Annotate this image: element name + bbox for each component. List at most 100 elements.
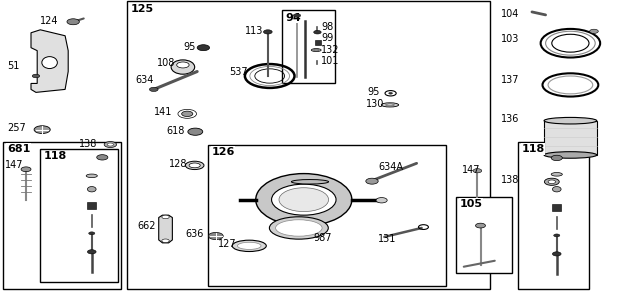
Polygon shape — [31, 30, 68, 92]
Bar — [282, 10, 335, 83]
Ellipse shape — [544, 152, 596, 158]
Text: 104: 104 — [501, 9, 520, 19]
Circle shape — [162, 239, 169, 243]
Circle shape — [293, 14, 301, 17]
Circle shape — [552, 252, 561, 256]
Text: 681: 681 — [7, 144, 30, 154]
Circle shape — [89, 232, 95, 235]
Circle shape — [548, 180, 556, 184]
Text: 147: 147 — [462, 165, 480, 175]
Text: 103: 103 — [501, 34, 520, 44]
Text: 118: 118 — [521, 144, 544, 154]
Bar — [315, 40, 321, 45]
Ellipse shape — [237, 242, 261, 249]
Bar — [3, 142, 121, 289]
Circle shape — [177, 62, 189, 68]
Circle shape — [208, 232, 223, 240]
Circle shape — [67, 19, 79, 25]
Text: 130: 130 — [366, 99, 384, 109]
Circle shape — [476, 223, 485, 228]
Text: 113: 113 — [245, 26, 264, 36]
Circle shape — [107, 143, 113, 146]
Ellipse shape — [381, 103, 399, 107]
Text: 141: 141 — [154, 107, 172, 117]
Circle shape — [551, 155, 562, 161]
Ellipse shape — [275, 220, 322, 236]
Bar — [40, 149, 118, 282]
Ellipse shape — [189, 163, 200, 168]
Ellipse shape — [269, 217, 329, 239]
Circle shape — [279, 188, 329, 212]
Ellipse shape — [311, 49, 321, 52]
Circle shape — [34, 126, 50, 134]
Circle shape — [272, 184, 336, 215]
Text: 125: 125 — [131, 4, 154, 14]
Circle shape — [314, 30, 321, 34]
Text: 126: 126 — [211, 147, 235, 157]
Text: 98: 98 — [321, 22, 334, 32]
Ellipse shape — [255, 173, 352, 226]
Ellipse shape — [171, 60, 195, 74]
Text: 105: 105 — [459, 199, 482, 209]
Ellipse shape — [42, 57, 57, 69]
Text: 94: 94 — [286, 13, 301, 23]
Text: 131: 131 — [378, 234, 397, 244]
Bar — [518, 142, 589, 289]
Circle shape — [544, 178, 559, 185]
Ellipse shape — [386, 104, 394, 106]
Text: 136: 136 — [501, 114, 520, 124]
Circle shape — [366, 178, 378, 184]
Circle shape — [162, 215, 169, 219]
Ellipse shape — [552, 187, 561, 192]
Text: 987: 987 — [313, 233, 332, 243]
Text: 257: 257 — [7, 123, 26, 133]
Ellipse shape — [544, 117, 596, 124]
Text: 634: 634 — [135, 75, 154, 86]
Text: eReplacementParts.com: eReplacementParts.com — [206, 142, 414, 156]
Circle shape — [32, 74, 40, 78]
Circle shape — [590, 29, 598, 33]
Text: 537: 537 — [229, 67, 248, 77]
Bar — [552, 204, 561, 211]
Text: 95: 95 — [368, 87, 380, 97]
Text: 127: 127 — [218, 239, 237, 249]
Circle shape — [87, 250, 96, 254]
Circle shape — [473, 169, 482, 173]
Ellipse shape — [291, 179, 329, 184]
Text: 95: 95 — [183, 42, 195, 52]
Ellipse shape — [87, 187, 96, 192]
Ellipse shape — [185, 161, 204, 170]
Text: 636: 636 — [185, 229, 204, 239]
Circle shape — [376, 198, 387, 203]
Circle shape — [104, 142, 117, 148]
Text: 634A: 634A — [378, 162, 403, 173]
Text: 147: 147 — [5, 160, 24, 170]
Text: 118: 118 — [44, 151, 68, 162]
Ellipse shape — [551, 173, 562, 176]
Text: 108: 108 — [157, 58, 175, 68]
Bar — [208, 145, 446, 286]
Text: 101: 101 — [321, 56, 340, 66]
Text: 618: 618 — [166, 125, 185, 136]
Circle shape — [389, 92, 392, 94]
Ellipse shape — [314, 49, 319, 51]
Ellipse shape — [232, 240, 267, 252]
Circle shape — [149, 87, 158, 91]
Bar — [87, 202, 96, 209]
Circle shape — [197, 45, 210, 51]
Circle shape — [264, 30, 272, 34]
Circle shape — [182, 111, 193, 117]
Bar — [456, 197, 512, 273]
Circle shape — [188, 128, 203, 135]
Circle shape — [97, 155, 108, 160]
Text: 137: 137 — [501, 75, 520, 86]
Ellipse shape — [86, 174, 97, 178]
Polygon shape — [159, 215, 172, 243]
Text: 662: 662 — [138, 221, 156, 232]
Bar — [127, 1, 490, 289]
Text: 128: 128 — [169, 159, 187, 170]
Text: 138: 138 — [501, 175, 520, 185]
Text: 132: 132 — [321, 45, 340, 55]
Bar — [544, 121, 597, 155]
Text: 51: 51 — [7, 60, 20, 71]
